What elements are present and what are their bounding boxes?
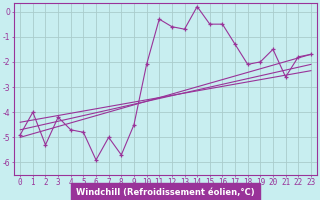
X-axis label: Windchill (Refroidissement éolien,°C): Windchill (Refroidissement éolien,°C) (76, 188, 255, 197)
